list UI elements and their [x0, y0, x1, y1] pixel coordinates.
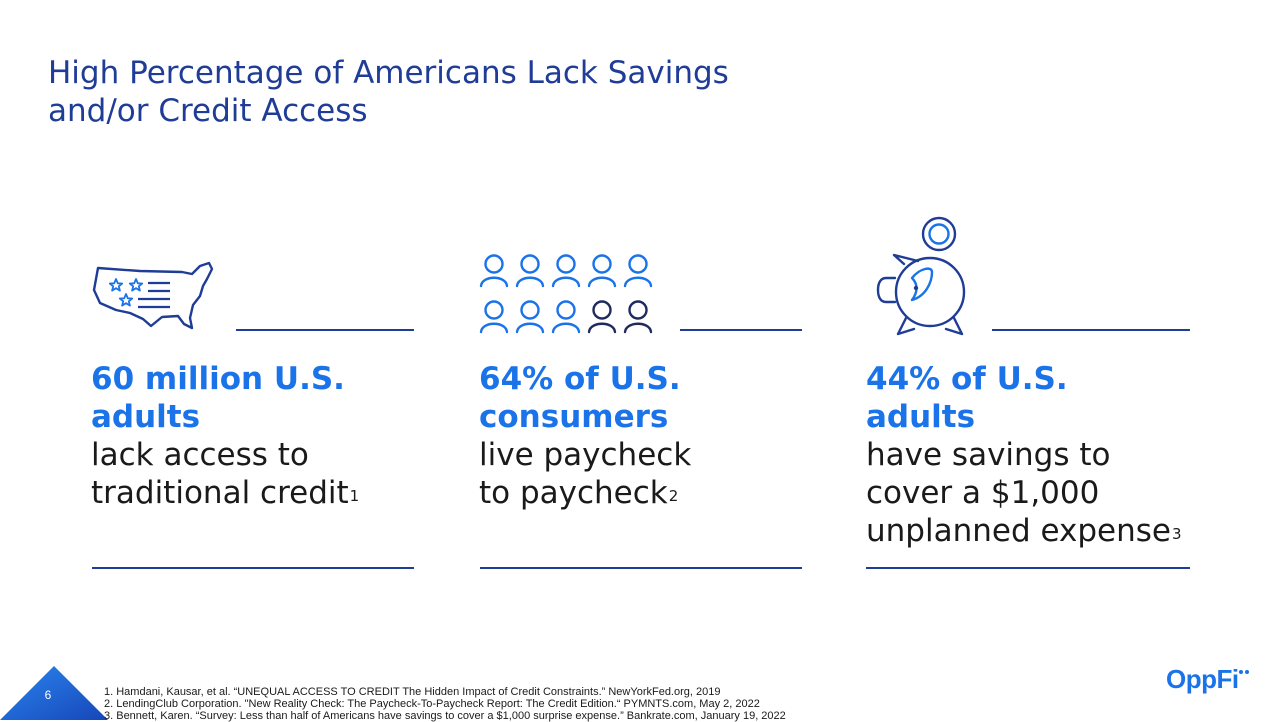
stat-body-text: to paycheck — [479, 475, 668, 511]
stat-body: lack access to traditional credit1 — [91, 436, 421, 517]
oppfi-logo: OppFi — [1166, 664, 1249, 695]
divider-lower-1 — [92, 567, 414, 569]
stat-body-line: cover a $1,000 — [866, 475, 1100, 511]
slide-title: High Percentage of Americans Lack Saving… — [48, 54, 848, 130]
divider-upper-3 — [992, 329, 1190, 331]
footnote-ref: 3 — [1171, 525, 1182, 543]
slide-title-line-1: High Percentage of Americans Lack Saving… — [48, 55, 729, 91]
stat-body-line-last: traditional credit1 — [91, 474, 421, 517]
stat-highlight-line: 60 million U.S. — [91, 361, 345, 397]
footnote-3: 3. Bennett, Karen. “Survey: Less than ha… — [104, 710, 786, 722]
people-group-icon — [479, 254, 653, 334]
divider-lower-3 — [866, 567, 1190, 569]
stat-body-line-last: unplanned expense3 — [866, 512, 1206, 555]
stat-savings: 44% of U.S. adults have savings to cover… — [866, 360, 1206, 555]
stat-body: live paycheck to paycheck2 — [479, 436, 809, 517]
stat-highlight-line: consumers — [479, 399, 669, 435]
piggy-bank-coin-icon — [876, 216, 966, 336]
footnote-1: 1. Hamdani, Kausar, et al. “UNEQUAL ACCE… — [104, 686, 721, 698]
stat-highlight-line: 64% of U.S. — [479, 361, 681, 397]
stat-body-line: live paycheck — [479, 437, 692, 473]
stat-body: have savings to cover a $1,000 unplanned… — [866, 436, 1206, 555]
stat-paycheck: 64% of U.S. consumers live paycheck to p… — [479, 360, 809, 517]
stat-highlight: 64% of U.S. consumers — [479, 360, 809, 436]
divider-upper-1 — [236, 329, 414, 331]
page-number: 6 — [44, 688, 52, 702]
stat-highlight-line: 44% of U.S. — [866, 361, 1068, 397]
footnote-ref: 2 — [668, 487, 679, 505]
footnotes: 1. Hamdani, Kausar, et al. “UNEQUAL ACCE… — [104, 686, 786, 722]
stat-body-line: have savings to — [866, 437, 1111, 473]
stat-body-line-last: to paycheck2 — [479, 474, 809, 517]
logo-dots — [1238, 670, 1249, 674]
stat-highlight-line: adults — [91, 399, 201, 435]
stat-body-text: unplanned expense — [866, 513, 1171, 549]
us-map-stars-icon — [92, 261, 214, 330]
stat-body-line: lack access to — [91, 437, 309, 473]
stat-body-text: traditional credit — [91, 475, 349, 511]
stat-credit-access: 60 million U.S. adults lack access to tr… — [91, 360, 421, 517]
divider-lower-2 — [480, 567, 802, 569]
stat-highlight: 60 million U.S. adults — [91, 360, 421, 436]
divider-upper-2 — [680, 329, 802, 331]
stat-highlight-line: adults — [866, 399, 976, 435]
footnote-2: 2. LendingClub Corporation. "New Reality… — [104, 698, 760, 710]
page-corner-shape — [0, 666, 108, 720]
logo-text: OppFi — [1166, 664, 1239, 694]
stat-highlight: 44% of U.S. adults — [866, 360, 1206, 436]
footnote-ref: 1 — [349, 487, 360, 505]
slide-title-line-2: and/or Credit Access — [48, 93, 368, 129]
